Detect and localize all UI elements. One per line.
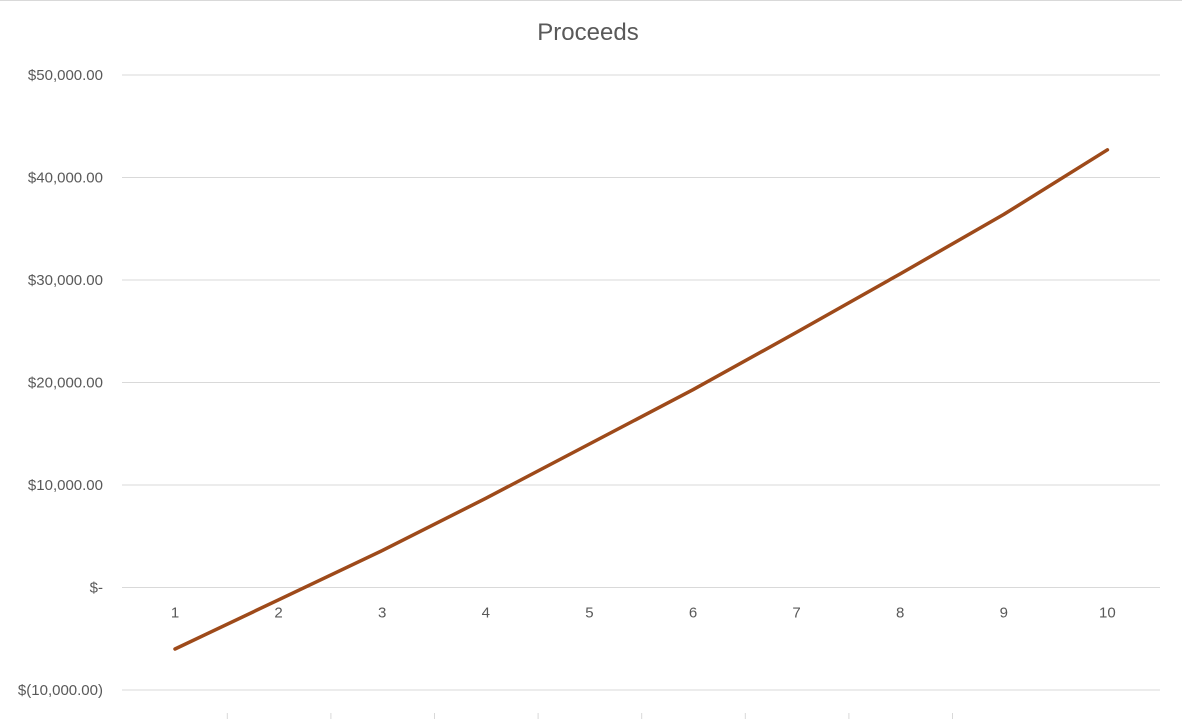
x-tick-label: 7: [792, 605, 800, 622]
y-tick-label: $30,000.00: [28, 272, 103, 289]
x-tick-label: 5: [585, 605, 593, 622]
data-point: [381, 550, 383, 552]
chart-title: Proceeds: [537, 19, 639, 46]
data-point: [1106, 149, 1108, 151]
y-tick-label: $50,000.00: [28, 67, 103, 84]
series-line: [173, 148, 1110, 651]
y-tick-label: $20,000.00: [28, 375, 103, 392]
x-axis: [226, 713, 953, 719]
gridlines: [122, 74, 1160, 691]
x-tick-label: 10: [1099, 605, 1116, 622]
data-point: [485, 497, 487, 499]
x-tick-label: 1: [171, 605, 179, 622]
x-tick-label: 8: [896, 605, 904, 622]
data-point: [278, 599, 280, 601]
data-point: [796, 331, 798, 333]
x-tick-label: 6: [689, 605, 697, 622]
data-point: [692, 389, 694, 391]
x-tick-label: 9: [1000, 605, 1008, 622]
x-tick-label: 2: [274, 605, 282, 622]
y-tick-label: $-: [90, 580, 103, 597]
data-point: [1003, 213, 1005, 215]
data-point: [899, 273, 901, 275]
x-axis-tick-labels: 1 2 3 4 5 6 7 8 9 10: [171, 605, 1116, 622]
series-group: [173, 148, 1110, 651]
y-axis-tick-labels: $50,000.00 $40,000.00 $30,000.00 $20,000.00…: [18, 67, 103, 699]
x-tick-label: 3: [378, 605, 386, 622]
data-point: [174, 648, 176, 650]
y-tick-label: $40,000.00: [28, 170, 103, 187]
y-tick-label: $10,000.00: [28, 477, 103, 494]
data-point: [588, 443, 590, 445]
y-tick-label: $(10,000.00): [18, 682, 103, 699]
x-tick-label: 4: [482, 605, 490, 622]
